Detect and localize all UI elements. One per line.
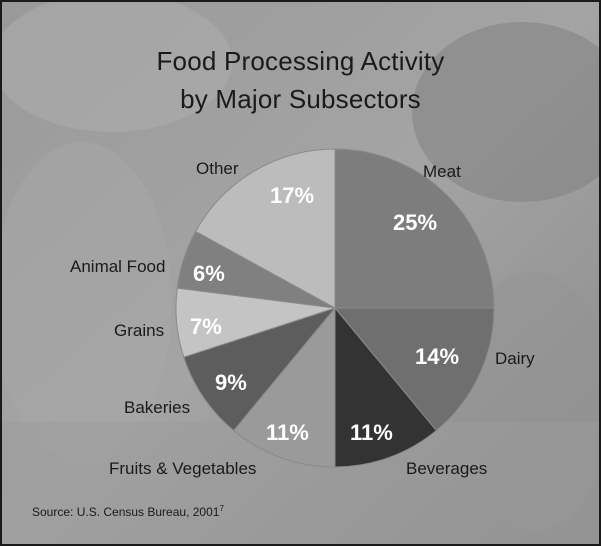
pie-slice-beverages [334,306,438,468]
slice-pct-other: 17% [270,183,315,208]
slice-label-grains: Grains [114,321,165,340]
pie-slice-dairy [333,307,495,432]
slice-pct-dairy: 14% [415,344,460,369]
slice-label-fruits-vegetables: Fruits & Vegetables [109,459,257,478]
slice-label-animal-food: Animal Food [70,257,166,276]
pie-slice-bakeries [183,306,337,432]
source-note: Source: U.S. Census Bureau, 20017 [32,504,224,519]
slice-label-dairy: Dairy [495,349,535,368]
slice-pct-grains: 7% [190,314,222,339]
chart-title-line-2: by Major Subsectors [180,84,421,114]
pie-slice-other [194,148,336,309]
slice-pct-fruits-vegetables: 11% [266,420,309,445]
slice-pct-beverages: 11% [350,420,393,445]
source-footnote-marker: 7 [219,504,224,513]
slice-pct-meat: 25% [393,210,438,235]
slice-label-meat: Meat [423,162,461,181]
slice-label-bakeries: Bakeries [124,398,191,417]
slice-pct-animal-food: 6% [193,261,225,286]
slice-label-other: Other [196,159,239,178]
slice-pct-bakeries: 9% [215,370,247,395]
pie-slice-fruits-vegetables [232,306,336,468]
source-text: Source: U.S. Census Bureau, 2001 [32,505,220,519]
slice-label-beverages: Beverages [406,459,488,478]
chart-title-line-1: Food Processing Activity [156,46,445,76]
pie-slice-meat [334,148,495,309]
